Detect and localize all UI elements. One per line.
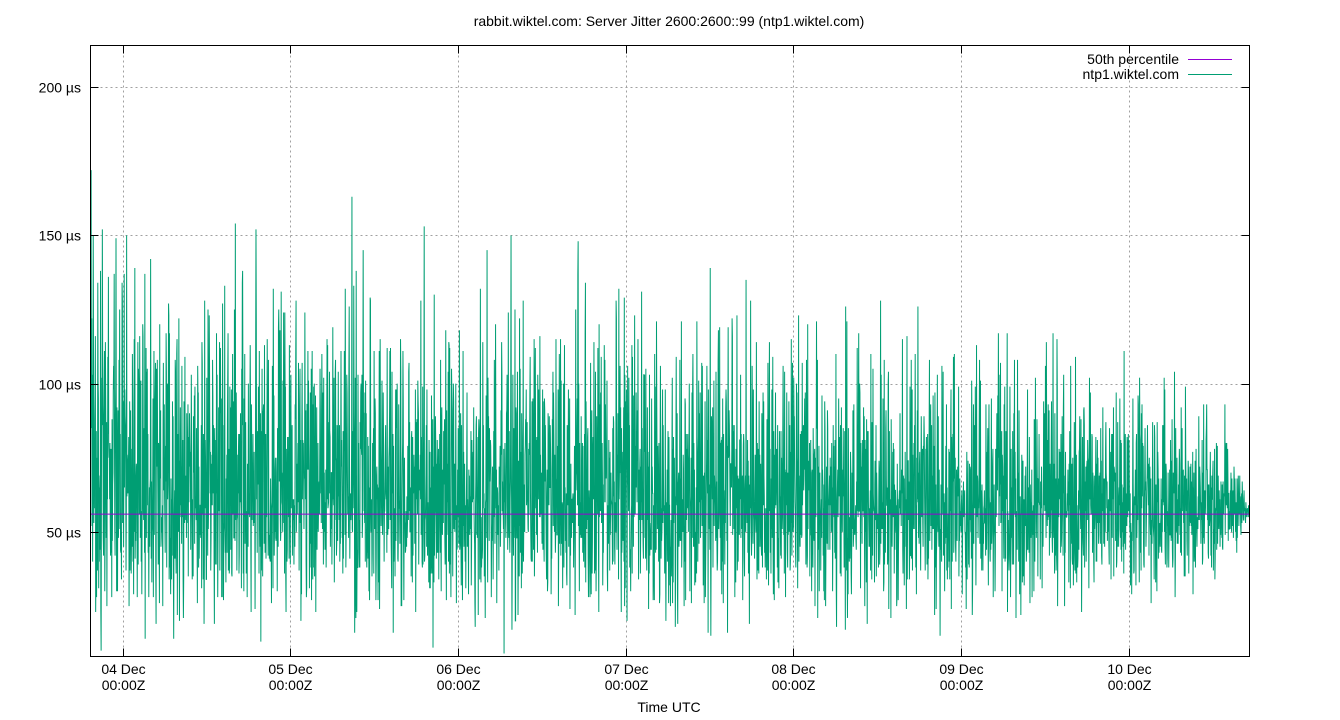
y-tick-label: 150 µs [39,228,81,244]
x-tick-label: 00:00Z [605,677,649,693]
series-layer [90,170,1250,654]
x-tick-label: 00:00Z [772,677,816,693]
legend-label: ntp1.wiktel.com [1083,66,1179,82]
x-tick-label: 09 Dec [939,661,983,677]
x-tick-label: 00:00Z [940,677,984,693]
y-axis-ticks: 50 µs 100 µs 150 µs 200 µs [39,80,1250,541]
x-tick-label: 00:00Z [1108,677,1152,693]
x-axis-label: Time UTC [637,699,700,715]
y-tick-label: 50 µs [46,525,81,541]
chart-title: rabbit.wiktel.com: Server Jitter 2600:26… [474,13,865,29]
x-tick-label: 07 Dec [604,661,648,677]
y-tick-label: 200 µs [39,80,81,96]
jitter-series-line [90,170,1250,654]
x-tick-label: 05 Dec [268,661,312,677]
x-tick-label: 10 Dec [1107,661,1151,677]
x-tick-label: 00:00Z [102,677,146,693]
x-tick-label: 04 Dec [101,661,145,677]
x-tick-label: 00:00Z [437,677,481,693]
x-tick-label: 06 Dec [436,661,480,677]
x-tick-label: 08 Dec [771,661,815,677]
plot-frame [90,45,1250,657]
x-tick-label: 00:00Z [269,677,313,693]
y-tick-label: 100 µs [39,377,81,393]
legend-label: 50th percentile [1087,51,1179,67]
